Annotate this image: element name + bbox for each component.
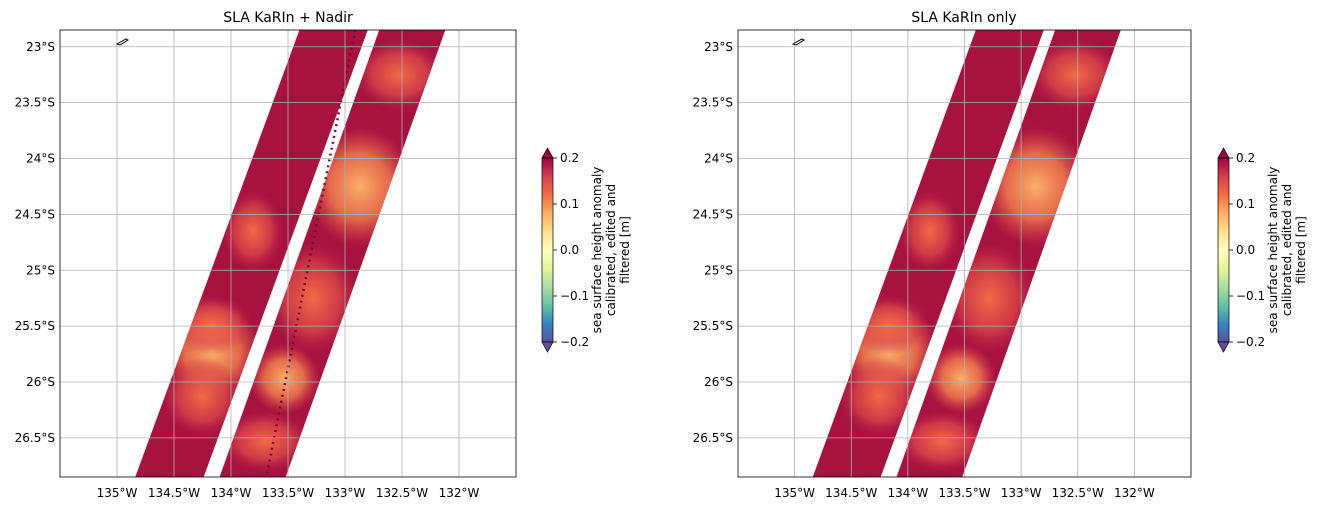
- colorbar-label: sea surface height anomalycalibrated, ed…: [590, 167, 632, 334]
- x-tick-label: 132°W: [1114, 486, 1155, 500]
- colorbar-tick-label: 0.2: [560, 151, 579, 165]
- colorbar-extend-min: [1217, 341, 1230, 353]
- colorbar-tick-label: 0.1: [560, 197, 579, 211]
- x-tick-label: 132.5°W: [376, 486, 428, 500]
- x-tick-label: 134°W: [887, 486, 928, 500]
- colorbar-tick-label: −0.1: [1236, 289, 1265, 303]
- swath-layer: [135, 30, 446, 477]
- sla-anomaly-blob: [171, 295, 252, 356]
- nadir-track: [265, 30, 357, 477]
- colorbar-label: sea surface height anomalycalibrated, ed…: [1266, 167, 1308, 334]
- colorbar-tick-label: 0.0: [1236, 243, 1255, 257]
- gridlines: [738, 30, 1191, 477]
- x-tick-label: 134.5°W: [825, 486, 877, 500]
- y-tick-label: 24.5°S: [693, 207, 733, 221]
- sla-anomaly-blob: [354, 39, 445, 110]
- island-outline: [791, 38, 806, 46]
- x-tick-label: 135°W: [774, 486, 815, 500]
- sla-anomaly-blob: [925, 343, 996, 414]
- colorbar-tick-label: 0.2: [1236, 151, 1255, 165]
- sla-anomaly-blob: [162, 356, 243, 437]
- y-tick-label: 26°S: [26, 375, 55, 389]
- x-tick-label: 134.5°W: [148, 486, 200, 500]
- y-tick-label: 26°S: [704, 375, 733, 389]
- colorbar-extend-max: [541, 147, 554, 159]
- y-tick-label: 25.5°S: [693, 319, 733, 333]
- sla-anomaly-blob: [220, 411, 311, 472]
- x-tick-label: 133.5°W: [262, 486, 314, 500]
- x-tick-label: 135°W: [97, 486, 138, 500]
- colorbar-extend-max: [1217, 147, 1230, 159]
- map-panel-karin-only: SLA KaRIn only 135°W 134.5°W 134°W 133.5°W 1…: [693, 10, 1308, 500]
- chart-title: SLA KaRIn only: [911, 10, 1016, 26]
- y-tick-label: 24.5°S: [15, 207, 55, 221]
- y-tick-label: 23°S: [704, 40, 733, 54]
- x-tick-label: 132°W: [439, 486, 480, 500]
- colorbar-gradient: [541, 157, 554, 343]
- y-tick-label: 25°S: [704, 263, 733, 277]
- y-tick-label: 26.5°S: [693, 431, 733, 445]
- sla-anomaly-blob: [222, 191, 283, 272]
- x-tick-label: 133°W: [1001, 486, 1042, 500]
- y-tick-label: 26.5°S: [15, 431, 55, 445]
- map-frame: [737, 29, 1192, 478]
- swath-left: [135, 30, 368, 477]
- sla-anomaly-blob: [249, 343, 320, 414]
- sla-anomaly-blob: [899, 191, 960, 272]
- y-tick-labels: 23°S 23.5°S 24°S 24.5°S 25°S 25.5°S 26°S 26.5°S: [693, 40, 733, 445]
- colorbar-tick-label: −0.1: [560, 289, 589, 303]
- colorbar-tick-label: 0.1: [1236, 197, 1255, 211]
- map-panel-karin-nadir: SLA KaRIn + Nadir 135°W 134.5°W 134°W 133.5…: [15, 10, 632, 500]
- x-tick-label: 134°W: [211, 486, 252, 500]
- chart-title: SLA KaRIn + Nadir: [223, 10, 353, 26]
- x-tick-label: 133°W: [325, 486, 366, 500]
- x-tick-labels: 135°W 134.5°W 134°W 133.5°W 133°W 132.5°W 132°…: [774, 486, 1155, 500]
- y-tick-label: 24°S: [704, 152, 733, 166]
- map-frame: [59, 29, 517, 478]
- y-tick-label: 23.5°S: [693, 96, 733, 110]
- y-tick-label: 24°S: [26, 152, 55, 166]
- x-tick-label: 133.5°W: [938, 486, 990, 500]
- y-tick-label: 23°S: [26, 40, 55, 54]
- colorbar-gradient: [1217, 157, 1230, 343]
- sla-anomaly-blob: [839, 356, 920, 437]
- y-tick-labels: 23°S 23.5°S 24°S 24.5°S 25°S 25.5°S 26°S 26.5°S: [15, 40, 55, 445]
- colorbar-tick-label: −0.2: [560, 335, 589, 349]
- colorbar-tick-label: −0.2: [1236, 335, 1265, 349]
- sla-anomaly-blob: [848, 295, 929, 356]
- colorbar-tick-label: 0.0: [560, 243, 579, 257]
- island-outline: [115, 38, 130, 46]
- swath-layer: [812, 30, 1121, 477]
- y-tick-label: 23.5°S: [15, 96, 55, 110]
- sla-anomaly-blob: [897, 411, 988, 472]
- y-tick-label: 25.5°S: [15, 319, 55, 333]
- nadir-line: [265, 30, 357, 477]
- x-tick-label: 132.5°W: [1052, 486, 1104, 500]
- gridlines: [60, 30, 516, 477]
- colorbar-extend-min: [541, 341, 554, 353]
- sla-anomaly-blob: [1030, 39, 1121, 110]
- x-tick-labels: 135°W 134.5°W 134°W 133.5°W 133°W 132.5°W 132°…: [97, 486, 480, 500]
- y-tick-label: 25°S: [26, 263, 55, 277]
